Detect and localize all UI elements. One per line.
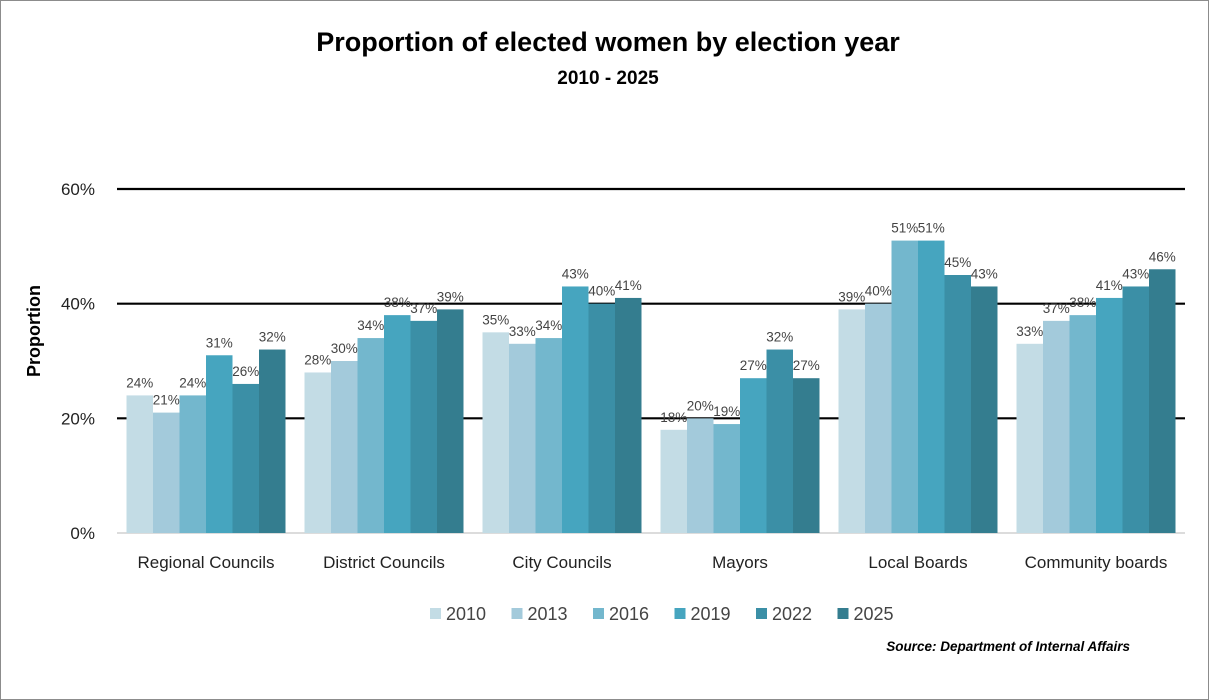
category-label: District Councils <box>323 553 445 572</box>
data-label: 24% <box>179 375 206 390</box>
legend-swatch <box>430 608 441 619</box>
data-label: 34% <box>357 318 384 333</box>
legend-swatch <box>511 608 523 619</box>
bar-2016 <box>713 424 740 533</box>
data-label: 30% <box>331 341 358 356</box>
data-label: 18% <box>660 410 687 425</box>
chart-subtitle: 2010 - 2025 <box>557 68 659 89</box>
category-label: Community boards <box>1025 553 1168 572</box>
bar-2022 <box>588 303 615 533</box>
y-tick-label: 40% <box>61 295 95 314</box>
category-label: Regional Councils <box>137 553 274 572</box>
category-label: Mayors <box>712 553 768 572</box>
bar-2019 <box>740 378 767 533</box>
bar-2025 <box>615 297 642 533</box>
legend-label: 2010 <box>446 604 486 624</box>
bar-2019 <box>918 240 945 533</box>
data-label: 37% <box>1043 301 1070 316</box>
data-label: 41% <box>615 278 642 293</box>
bar-2016 <box>891 240 918 533</box>
bar-2019 <box>562 286 589 533</box>
bar-2013 <box>331 361 358 533</box>
data-label: 20% <box>687 398 714 413</box>
data-label: 38% <box>1069 295 1096 310</box>
legend-swatch <box>756 608 767 619</box>
data-label: 39% <box>437 289 464 304</box>
bar-2010 <box>660 429 687 533</box>
bar-2025 <box>793 378 820 533</box>
bar-2010 <box>126 395 153 533</box>
bar-2016 <box>535 338 562 533</box>
category-label: Local Boards <box>868 553 967 572</box>
bar-2022 <box>410 320 437 533</box>
bar-2022 <box>944 275 971 533</box>
data-label: 33% <box>509 324 536 339</box>
data-label: 40% <box>865 284 892 299</box>
bar-2016 <box>1069 315 1096 533</box>
data-label: 26% <box>232 364 259 379</box>
y-tick-label: 0% <box>70 524 95 543</box>
legend-label: 2016 <box>609 604 649 624</box>
data-label: 27% <box>793 358 820 373</box>
data-label: 51% <box>918 221 945 236</box>
y-tick-label: 20% <box>61 409 95 428</box>
legend-swatch <box>593 608 604 619</box>
data-label: 43% <box>562 266 589 281</box>
data-label: 51% <box>891 221 918 236</box>
legend-label: 2022 <box>772 604 812 624</box>
data-label: 39% <box>838 289 865 304</box>
bar-2019 <box>384 315 411 533</box>
data-label: 43% <box>1122 266 1149 281</box>
bar-2010 <box>482 332 509 533</box>
bar-2016 <box>357 338 384 533</box>
bar-2022 <box>1122 286 1149 533</box>
bar-2013 <box>865 303 892 533</box>
legend-label: 2025 <box>854 604 894 624</box>
bar-2013 <box>687 418 714 533</box>
category-label: City Councils <box>512 553 611 572</box>
data-label: 24% <box>126 375 153 390</box>
bar-2013 <box>1043 320 1070 533</box>
data-label: 46% <box>1149 249 1176 264</box>
data-label: 38% <box>384 295 411 310</box>
bar-2022 <box>766 349 793 533</box>
bar-2019 <box>1096 297 1123 533</box>
legend-label: 2013 <box>528 604 568 624</box>
bar-2013 <box>153 412 180 533</box>
bar-2019 <box>206 355 233 533</box>
legend-swatch <box>674 608 686 619</box>
data-label: 33% <box>1016 324 1043 339</box>
legend-swatch <box>837 608 849 619</box>
data-label: 37% <box>410 301 437 316</box>
bar-2010 <box>838 309 865 533</box>
data-label: 40% <box>588 284 615 299</box>
bar-2016 <box>179 395 206 533</box>
data-label: 32% <box>259 330 286 345</box>
source-note: Source: Department of Internal Affairs <box>886 639 1130 654</box>
data-label: 41% <box>1096 278 1123 293</box>
data-label: 34% <box>535 318 562 333</box>
data-label: 21% <box>153 393 180 408</box>
bar-2022 <box>232 383 259 533</box>
bar-2010 <box>1016 343 1043 533</box>
y-tick-label: 60% <box>61 180 95 199</box>
data-label: 27% <box>740 358 767 373</box>
chart-title: Proportion of elected women by election … <box>316 27 900 57</box>
data-label: 35% <box>482 312 509 327</box>
data-label: 28% <box>304 352 331 367</box>
data-label: 32% <box>766 330 793 345</box>
bar-2025 <box>1149 269 1176 533</box>
data-label: 31% <box>206 335 233 350</box>
bar-2025 <box>971 286 998 533</box>
bar-2025 <box>437 309 464 533</box>
legend-label: 2019 <box>691 604 731 624</box>
data-label: 45% <box>944 255 971 270</box>
bar-2025 <box>259 349 286 533</box>
bar-2010 <box>304 372 331 533</box>
bar-2013 <box>509 343 536 533</box>
data-label: 19% <box>713 404 740 419</box>
data-label: 43% <box>971 266 998 281</box>
y-axis-label: Proportion <box>24 285 44 377</box>
